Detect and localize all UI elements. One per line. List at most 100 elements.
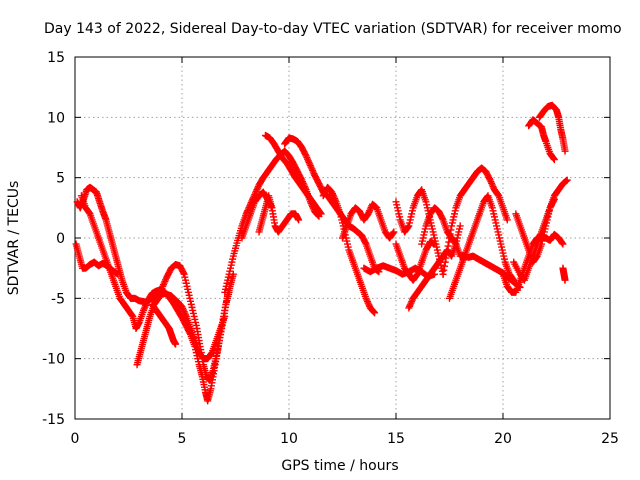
data-point [443,246,451,254]
series-s17 [418,204,460,248]
series-s23 [510,195,558,284]
x-axis-label: GPS time / hours [281,458,398,474]
data-point [550,197,558,205]
data-point [267,202,275,210]
data-point [558,239,566,247]
tick-labels: 0 5 10 15 20 25 -15 -10 -5 0 5 10 15 [42,50,619,447]
data-point [179,304,187,312]
grid-lines [75,57,610,419]
series-s4 [133,261,233,384]
data-point [178,303,186,311]
data-point [161,277,169,285]
y-tick-label: -10 [42,352,65,368]
chart-title: Day 143 of 2022, Sidereal Day-to-day VTE… [44,21,622,37]
data-point [186,329,194,337]
data-point [446,230,454,238]
data-point [407,299,415,307]
data-point [331,196,339,204]
data-point [304,157,312,165]
series-s18 [439,164,511,278]
data-point [365,301,373,309]
data-point [363,298,371,306]
y-tick-label: 10 [47,110,65,126]
data-point [362,294,370,302]
data-point [295,216,303,224]
data-point [446,234,453,242]
y-tick-label: 15 [47,50,65,66]
data-point [441,262,449,270]
data-point [365,208,373,216]
data-point [316,209,324,217]
data-point [404,223,412,231]
data-point [141,303,149,311]
data-point [439,270,447,278]
data-points [72,101,571,405]
data-point [309,168,317,176]
data-point [563,176,571,184]
x-tick-label: 20 [494,431,512,447]
data-point [550,195,558,203]
data-point [405,304,413,312]
data-point [364,299,372,307]
data-point [438,214,446,222]
data-point [329,190,337,198]
data-point [369,307,377,315]
data-point [488,179,496,187]
data-point [443,250,451,258]
data-point [268,204,276,212]
series-s26 [559,264,569,284]
data-point [329,191,337,199]
axes [74,56,611,420]
data-point [440,266,448,274]
data-point [431,240,439,248]
data-point [139,306,147,314]
series-s15 [392,238,439,284]
data-point [254,184,262,192]
data-point [364,210,372,218]
data-point [406,302,414,310]
series-s5 [148,300,180,348]
data-point [303,154,311,162]
data-point [366,205,374,213]
data-point [331,195,339,203]
data-point [302,152,310,160]
data-point [442,254,450,262]
data-point [444,242,452,250]
data-point [159,281,167,289]
data-point [361,239,369,247]
x-tick-label: 0 [71,431,80,447]
y-tick-label: -15 [42,412,65,428]
data-point [389,229,397,237]
data-point [306,160,314,168]
y-axis-label: SDTVAR / TECUs [6,181,22,296]
data-point [307,163,315,171]
series-s24 [525,116,558,164]
data-point [363,296,371,304]
y-tick-label: 0 [56,231,65,247]
data-point [304,155,312,163]
y-tick-label: -5 [51,291,65,307]
data-point [503,216,511,224]
x-tick-label: 5 [178,431,187,447]
data-point [550,155,558,163]
data-point [456,222,464,230]
series-s12 [339,200,398,242]
data-point [179,269,187,277]
series-s16 [405,222,464,312]
data-point [550,156,558,164]
series-s14 [392,186,447,278]
data-point [561,147,569,155]
data-point [308,165,316,173]
data-point [252,187,260,195]
series-s25 [535,101,569,155]
data-point [406,301,414,309]
data-point [162,276,170,284]
data-point [140,305,148,313]
data-point [370,308,378,316]
data-point [251,189,259,197]
data-point [445,238,453,246]
data-point [408,298,416,306]
series-s6 [221,147,323,296]
data-point [317,210,325,218]
